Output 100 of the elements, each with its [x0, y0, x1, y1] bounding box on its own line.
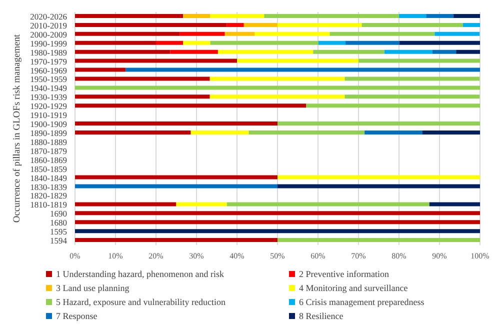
x-tick-label: 60%: [310, 252, 326, 261]
bar: [210, 94, 345, 99]
legend-label: 8 Resilience: [299, 310, 344, 323]
bar: [75, 184, 278, 188]
bar: [237, 58, 358, 63]
bar: [429, 202, 480, 206]
bar: [210, 76, 345, 81]
y-tick-label: 1690: [50, 208, 67, 219]
x-tick-label: 40%: [230, 252, 245, 261]
bar: [364, 130, 422, 134]
bar: [453, 14, 480, 18]
bar: [248, 130, 365, 134]
bar: [75, 238, 278, 242]
y-tick-label: 1880-1889: [30, 136, 67, 147]
x-tick-label: 50%: [270, 252, 286, 261]
bar: [244, 22, 278, 27]
bar: [75, 175, 278, 180]
y-tick-label: 1594: [50, 236, 68, 246]
bar: [426, 14, 454, 18]
bar: [224, 32, 255, 36]
bar: [183, 14, 210, 18]
bar: [75, 86, 480, 90]
bar: [456, 50, 480, 54]
y-tick-label: 1910-1919: [30, 110, 67, 120]
bar: [75, 58, 237, 63]
x-tick-label: 10%: [108, 252, 124, 261]
bar: [75, 40, 156, 45]
bar: [176, 202, 227, 206]
x-tick-label: 30%: [189, 252, 204, 261]
y-tick-label: 1850-1859: [30, 164, 67, 174]
y-axis-title: Occurrence of pillars in GLOFs risk management: [12, 34, 22, 223]
bar: [278, 184, 480, 188]
bar: [313, 50, 384, 54]
bar: [75, 94, 210, 99]
x-tick-label: 20%: [148, 252, 164, 261]
y-tick-label: 1860-1869: [30, 154, 67, 165]
y-tick-label: 1920-1929: [30, 101, 67, 112]
y-tick-label: 1595: [50, 226, 67, 237]
y-tick-label: 1840-1849: [30, 172, 67, 183]
y-tick-label: 1990-1999: [30, 38, 67, 48]
bar: [306, 104, 480, 108]
bar: [218, 50, 314, 54]
bar: [344, 76, 480, 81]
bar: [226, 22, 244, 27]
bar: [226, 202, 430, 206]
bar: [254, 32, 330, 36]
bar: [75, 68, 126, 72]
bar: [330, 32, 435, 36]
x-tick-label: 0%: [70, 252, 81, 261]
bar: [75, 211, 480, 216]
bar: [399, 14, 426, 18]
bar: [75, 202, 176, 206]
bar: [75, 122, 278, 126]
bar: [75, 32, 180, 36]
y-tick-label: 1890-1899: [30, 128, 67, 138]
bar: [190, 130, 249, 134]
bar: [434, 32, 480, 36]
bar: [210, 14, 264, 18]
bar: [384, 50, 432, 54]
bar: [156, 40, 184, 45]
bar: [180, 32, 225, 36]
bar: [278, 238, 480, 242]
bar: [264, 14, 399, 18]
y-tick-label: 2010-2019: [30, 20, 67, 30]
bar: [75, 130, 191, 134]
legend-label: 4 Monitoring and surveillance: [299, 282, 408, 295]
bar: [432, 50, 456, 54]
y-tick-label: 1930-1939: [30, 92, 67, 102]
y-tick-label: 1810-1819: [30, 200, 67, 210]
legend-label: 7 Response: [56, 310, 98, 323]
bar: [399, 40, 480, 45]
legend-label: 6 Crisis management preparedness: [299, 296, 424, 309]
y-tick-label: 1940-1949: [30, 83, 67, 94]
legend-label: 5 Hazard, exposure and vulnerability reduction: [56, 296, 226, 309]
y-tick-label: 2020-2026: [30, 12, 67, 22]
y-tick-label: 1900-1909: [30, 119, 67, 130]
y-tick-label: 1870-1879: [30, 146, 67, 156]
y-tick-label: 1980-1989: [30, 47, 67, 58]
bar: [318, 40, 346, 45]
legend-label: 2 Preventive information: [299, 268, 389, 281]
bar: [210, 40, 318, 45]
bar: [278, 122, 480, 126]
legend-label: 1 Understanding hazard, phenomenon and risk: [56, 268, 224, 281]
bar: [75, 104, 306, 108]
y-tick-label: 1950-1959: [30, 74, 67, 84]
bar: [75, 22, 227, 27]
y-tick-label: 1820-1829: [30, 190, 67, 201]
y-tick-label: 2000-2009: [30, 29, 67, 40]
x-tick-label: 100%: [470, 252, 490, 261]
x-tick-label: 80%: [392, 252, 407, 261]
bar: [422, 130, 480, 134]
bar: [346, 40, 400, 45]
x-tick-label: 70%: [351, 252, 366, 261]
bar: [75, 50, 170, 54]
x-tick-label: 90%: [432, 252, 448, 261]
bar: [126, 68, 480, 72]
bar: [170, 50, 218, 54]
bar: [358, 58, 480, 63]
bar: [278, 22, 362, 27]
y-tick-label: 1830-1839: [30, 182, 67, 192]
